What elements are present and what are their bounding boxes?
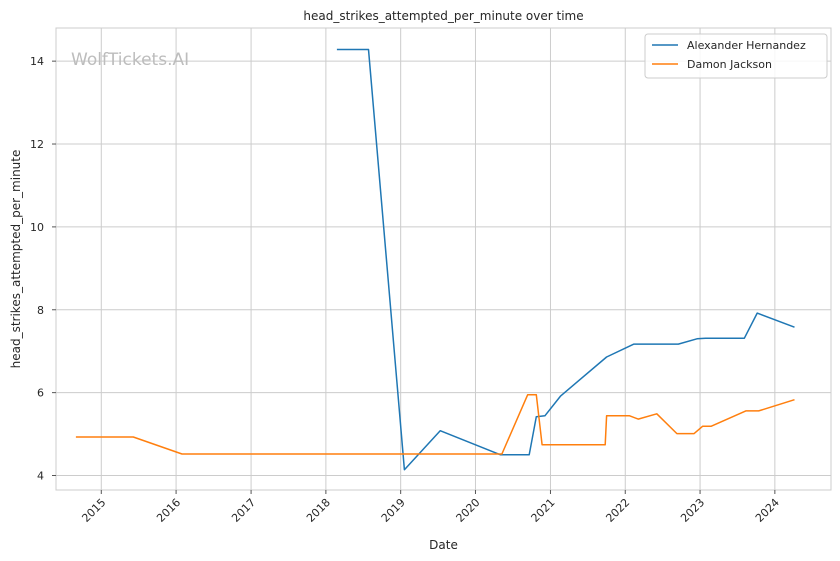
y-tick-label: 14 [30,55,44,68]
legend: Alexander Hernandez Damon Jackson [644,33,828,79]
legend-entry-label: Alexander Hernandez [687,39,806,52]
chart-title: head_strikes_attempted_per_minute over t… [303,9,583,23]
legend-box [644,33,828,79]
y-tick-label: 8 [37,304,44,317]
legend-entry-label: Damon Jackson [687,58,772,71]
watermark: WolfTickets.AI [71,50,189,70]
y-tick-label: 4 [37,469,44,482]
y-tick-label: 10 [30,221,44,234]
x-axis-label: Date [429,538,458,552]
series-line-1 [336,48,795,471]
y-axis-label: head_strikes_attempted_per_minute [9,150,23,369]
y-tick-label: 6 [37,387,44,400]
series-line-2 [75,393,795,455]
plot-frame [55,27,832,491]
y-axis-ticks: 4 6 8 10 12 14 [30,55,56,482]
series-layer [75,48,795,471]
y-tick-label: 12 [30,138,44,151]
grid [56,28,831,490]
